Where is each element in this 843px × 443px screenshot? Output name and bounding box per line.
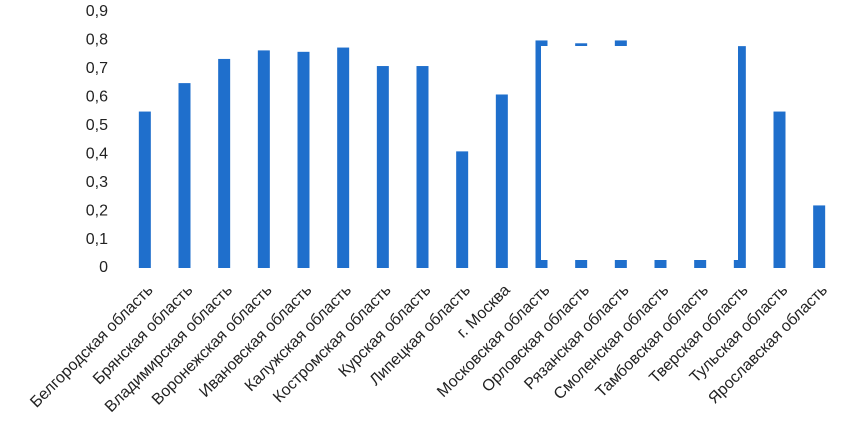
bar — [337, 47, 350, 268]
bar — [813, 205, 826, 268]
y-tick-label: 0,4 — [86, 145, 108, 162]
bar — [218, 58, 231, 268]
y-tick-label: 0,2 — [86, 202, 108, 219]
bar — [376, 66, 389, 269]
bar — [297, 51, 310, 269]
y-tick-label: 0,5 — [86, 117, 108, 134]
y-tick-label: 0,3 — [86, 174, 108, 191]
bar — [138, 111, 151, 268]
bar — [178, 83, 191, 268]
bar — [416, 66, 429, 269]
bar — [773, 111, 786, 268]
y-tick-label: 0,6 — [86, 89, 108, 106]
bar — [257, 50, 270, 269]
y-tick-label: 0,8 — [86, 32, 108, 49]
y-tick-label: 0,1 — [86, 231, 108, 248]
y-tick-label: 0,9 — [86, 3, 108, 20]
bar — [495, 94, 508, 268]
y-tick-label: 0 — [99, 259, 108, 276]
occluding-box — [541, 46, 738, 260]
y-tick-label: 0,7 — [86, 60, 108, 77]
bar — [456, 151, 469, 268]
